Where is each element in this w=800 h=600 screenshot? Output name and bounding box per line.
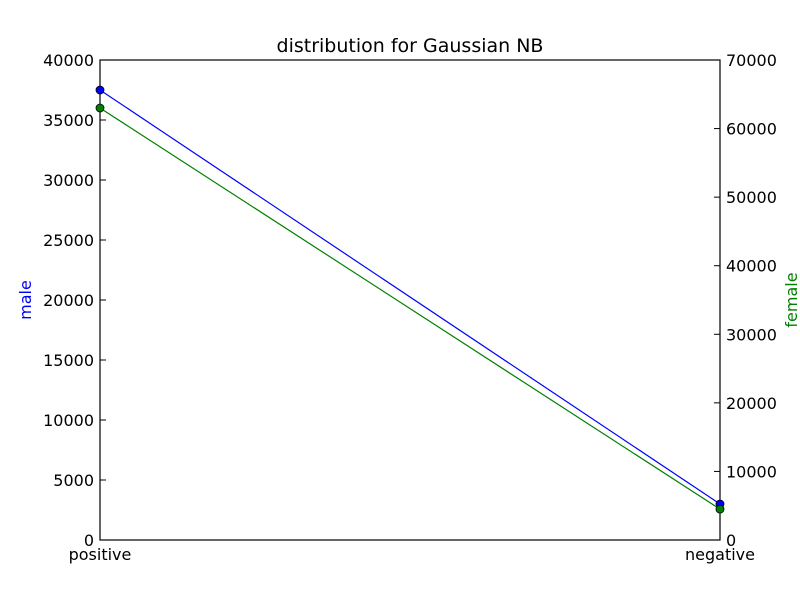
plot-border xyxy=(99,59,721,541)
data-point-male xyxy=(95,85,105,95)
left-tick-label: 40000 xyxy=(43,51,94,70)
right-tick-label: 30000 xyxy=(726,325,777,344)
right-tick-label: 0 xyxy=(726,531,736,550)
series-line-male xyxy=(99,89,721,505)
left-tick-label: 30000 xyxy=(43,171,94,190)
left-axis-label: male xyxy=(16,280,35,320)
right-tick-label: 20000 xyxy=(726,394,777,413)
right-tick-label: 70000 xyxy=(726,51,777,70)
right-tick-label: 10000 xyxy=(726,462,777,481)
right-tick-label: 40000 xyxy=(726,257,777,276)
right-tick-label: 50000 xyxy=(726,188,777,207)
plot-frame xyxy=(99,59,721,541)
left-tick-label: 5000 xyxy=(53,471,94,490)
x-axis-ticks: positive negative xyxy=(69,60,755,564)
series-layer xyxy=(95,85,725,514)
left-tick-label: 20000 xyxy=(43,291,94,310)
chart-title: distribution for Gaussian NB xyxy=(277,35,544,57)
left-tick-label: 0 xyxy=(84,531,94,550)
series-line-female xyxy=(99,107,721,510)
left-tick-label: 15000 xyxy=(43,351,94,370)
right-tick-label: 60000 xyxy=(726,120,777,139)
left-tick-label: 25000 xyxy=(43,231,94,250)
x-tick-label: negative xyxy=(685,545,755,564)
x-tick-label: positive xyxy=(69,545,132,564)
left-axis-ticks: 0 5000 10000 15000 20000 25000 30000 35000 40000 xyxy=(43,51,106,550)
left-tick-label: 35000 xyxy=(43,111,94,130)
data-point-female xyxy=(715,504,725,514)
right-axis-ticks: 0 10000 20000 30000 40000 50000 60000 70000 xyxy=(714,51,777,550)
left-tick-label: 10000 xyxy=(43,411,94,430)
right-axis-label: female xyxy=(782,272,800,327)
data-point-female xyxy=(95,103,105,113)
